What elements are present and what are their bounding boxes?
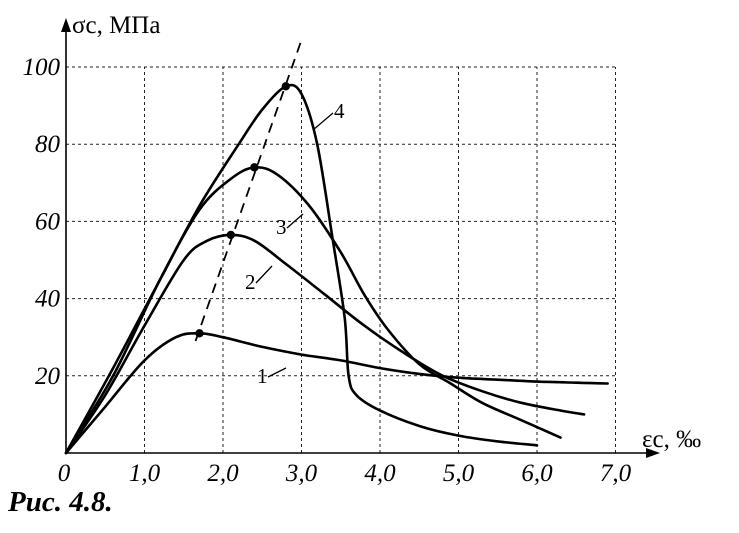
peak-point-3 xyxy=(250,163,259,172)
curve-1 xyxy=(64,331,609,455)
x-tick-label: 4,0 xyxy=(364,460,396,487)
y-tick-label: 40 xyxy=(35,286,61,313)
peak-point-1 xyxy=(195,329,204,338)
curve-4 xyxy=(64,83,539,455)
y-tick-label: 60 xyxy=(35,208,61,235)
curve-label-leader xyxy=(312,112,334,131)
curve-labels: 1 2 3 4 xyxy=(245,99,345,388)
x-tick-label: 7,0 xyxy=(600,460,632,487)
y-tick-label: 80 xyxy=(35,131,61,158)
x-axis-title: εc, ‰ xyxy=(642,426,701,453)
figure-caption: Рис. 4.8. xyxy=(8,486,113,518)
curve-label-leader xyxy=(286,213,304,229)
x-tick-label: 0 xyxy=(58,460,71,487)
peak-point-2 xyxy=(226,230,236,240)
peak-locus-line xyxy=(194,39,303,342)
x-tick-label: 1,0 xyxy=(129,460,161,487)
y-tick-label: 100 xyxy=(23,54,61,81)
curve-label-1: 1 xyxy=(257,364,268,388)
x-axis-arrow xyxy=(646,448,660,458)
curves xyxy=(64,39,609,455)
tick-labels: 0 1,0 2,0 3,0 4,0 5,0 6,0 7,0 20 40 60 80 100 xyxy=(23,54,632,487)
curve-2 xyxy=(64,233,586,455)
y-axis-arrow xyxy=(61,18,71,32)
y-axis-title: σc, МПа xyxy=(72,12,160,39)
curve-label-4: 4 xyxy=(334,99,345,123)
axes xyxy=(61,18,660,458)
x-tick-label: 2,0 xyxy=(207,460,239,487)
curve-label-leader xyxy=(255,265,273,284)
peak-point-4 xyxy=(281,82,290,91)
x-tick-label: 6,0 xyxy=(521,460,553,487)
x-tick-label: 5,0 xyxy=(443,460,475,487)
x-tick-label: 3,0 xyxy=(285,460,318,487)
curve-label-3: 3 xyxy=(276,215,287,239)
y-tick-label: 20 xyxy=(35,363,61,390)
curve-label-leader xyxy=(267,367,287,378)
curve-label-2: 2 xyxy=(245,270,256,294)
curve-3 xyxy=(64,165,562,455)
grid xyxy=(66,66,616,453)
